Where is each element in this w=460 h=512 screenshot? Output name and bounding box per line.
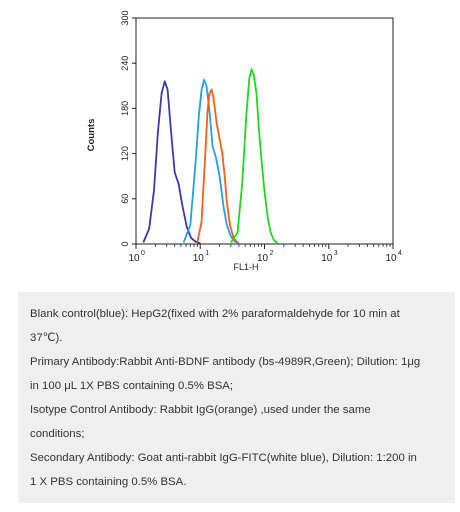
y-tick-label: 180	[120, 101, 130, 116]
y-tick-label: 60	[120, 194, 130, 204]
caption-line-3: Primary Antibody:Rabbit Anti-BDNF antibo…	[30, 356, 421, 368]
x-tick-label: 10	[321, 253, 333, 264]
caption-line-5: Isotype Control Antibody: Rabbit IgG(ora…	[30, 404, 371, 416]
caption-line-6: conditions;	[30, 428, 85, 440]
x-tick-label: 10	[193, 253, 205, 264]
plot-frame	[135, 17, 394, 245]
caption-line-2: 37℃).	[30, 332, 63, 344]
series-line-1	[142, 80, 201, 245]
series-line-2	[182, 78, 240, 245]
y-tick-label: 240	[120, 56, 130, 71]
series-layer	[142, 68, 279, 245]
caption-line-4: in 100 μL 1X PBS containing 0.5% BSA;	[30, 380, 234, 392]
x-tick-exponent: 2	[270, 250, 274, 257]
series-line-4	[230, 68, 279, 244]
x-tick-exponent: 4	[398, 250, 402, 257]
caption-line-8: 1 X PBS containing 0.5% BSA.	[30, 476, 187, 488]
figure-panel: 0 60 120 180 240 300 10 0 10 1 10 2 10 3 10 4 Counts FL…	[18, 0, 455, 292]
caption-line-1: Blank control(blue): HepG2(fixed with 2%…	[30, 308, 400, 320]
caption-line-7: Secondary Antibody: Goat anti-rabbit IgG…	[30, 452, 417, 464]
x-tick-label: 10	[257, 253, 269, 264]
x-tick-exponent: 0	[141, 250, 145, 257]
y-tick-label: 0	[120, 241, 130, 246]
x-tick-label: 10	[128, 253, 140, 264]
x-tick-exponent: 1	[205, 250, 209, 257]
y-axis-label: Counts	[86, 119, 97, 152]
x-axis-label: FL1-H	[233, 262, 258, 272]
y-tick-label: 120	[120, 146, 130, 161]
x-tick-exponent: 3	[334, 250, 338, 257]
caption-panel: Blank control(blue): HepG2(fixed with 2%…	[18, 292, 455, 503]
y-tick-label: 300	[120, 10, 130, 25]
x-tick-label: 10	[385, 253, 397, 264]
series-line-3	[196, 88, 239, 244]
